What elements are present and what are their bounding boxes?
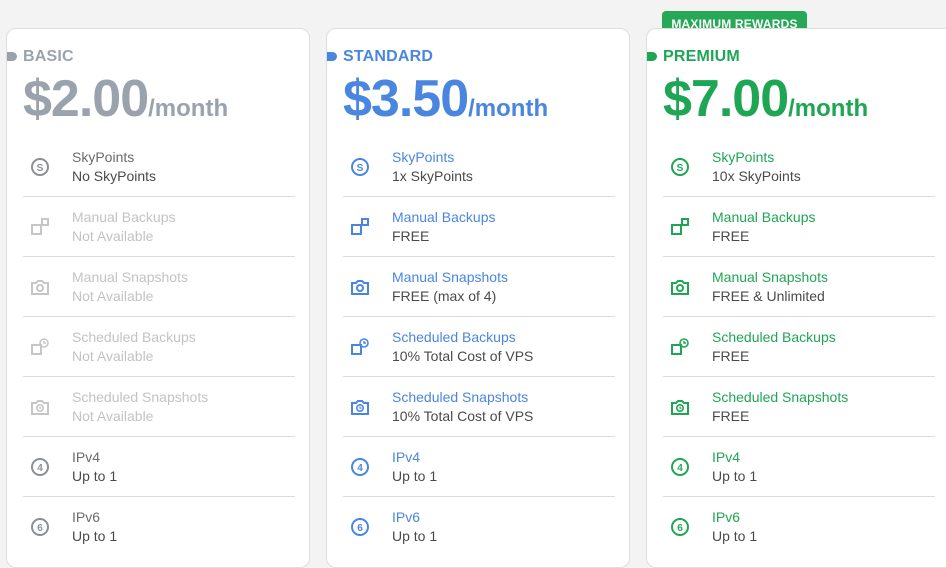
ipv6-icon: 6 — [29, 516, 51, 538]
feature-scheduled-snapshots: Scheduled Snapshots Not Available — [23, 377, 295, 437]
feature-scheduled-snapshots: Scheduled Snapshots 10% Total Cost of VPS — [343, 377, 615, 437]
backup-icon — [29, 216, 51, 238]
plan-card-premium[interactable]: PREMIUM $7.00/month S SkyPoints 10x SkyPoi… — [646, 28, 946, 568]
skypoints-icon: S — [29, 156, 51, 178]
feature-list: S SkyPoints 10x SkyPoints Manual Backups FR… — [663, 137, 935, 557]
feature-manual-snapshots: Manual Snapshots FREE & Unlimited — [663, 257, 935, 317]
ipv6-icon: 6 — [349, 516, 371, 538]
svg-text:4: 4 — [677, 463, 683, 474]
feature-manual-backups: Manual Backups Not Available — [23, 197, 295, 257]
feature-ipv6: 6 IPv6 Up to 1 — [663, 497, 935, 557]
feature-scheduled-backups: Scheduled Backups Not Available — [23, 317, 295, 377]
feature-manual-backups: Manual Backups FREE — [343, 197, 615, 257]
svg-text:S: S — [677, 163, 684, 174]
skypoints-icon: S — [349, 156, 371, 178]
feature-skypoints: S SkyPoints No SkyPoints — [23, 137, 295, 197]
backup-icon — [349, 216, 371, 238]
feature-manual-snapshots: Manual Snapshots Not Available — [23, 257, 295, 317]
svg-text:6: 6 — [677, 523, 683, 534]
feature-ipv4: 4 IPv4 Up to 1 — [663, 437, 935, 497]
svg-text:6: 6 — [37, 523, 43, 534]
feature-ipv6: 6 IPv6 Up to 1 — [23, 497, 295, 557]
feature-manual-snapshots: Manual Snapshots FREE (max of 4) — [343, 257, 615, 317]
svg-text:S: S — [357, 163, 364, 174]
svg-text:6: 6 — [357, 523, 363, 534]
feature-scheduled-backups: Scheduled Backups 10% Total Cost of VPS — [343, 317, 615, 377]
feature-skypoints: S SkyPoints 10x SkyPoints — [663, 137, 935, 197]
plan-price: $2.00/month — [23, 70, 229, 128]
feature-scheduled-snapshots: Scheduled Snapshots FREE — [663, 377, 935, 437]
plan-card-basic[interactable]: BASIC $2.00/month S SkyPoints No SkyPoints… — [6, 28, 310, 568]
skypoints-icon: S — [669, 156, 691, 178]
ipv6-icon: 6 — [669, 516, 691, 538]
camera-icon — [669, 276, 691, 298]
scheduled-snapshot-icon — [29, 396, 51, 418]
svg-text:4: 4 — [357, 463, 363, 474]
svg-text:S: S — [37, 163, 44, 174]
backup-icon — [669, 216, 691, 238]
plan-card-standard[interactable]: STANDARD $3.50/month S SkyPoints 1x SkyPoi… — [326, 28, 630, 568]
plan-tier: STANDARD — [327, 48, 433, 66]
scheduled-snapshot-icon — [349, 396, 371, 418]
scheduled-backup-icon — [29, 336, 51, 358]
feature-ipv6: 6 IPv6 Up to 1 — [343, 497, 615, 557]
ipv4-icon: 4 — [669, 456, 691, 478]
camera-icon — [349, 276, 371, 298]
feature-manual-backups: Manual Backups FREE — [663, 197, 935, 257]
feature-ipv4: 4 IPv4 Up to 1 — [343, 437, 615, 497]
svg-text:4: 4 — [37, 463, 43, 474]
tier-marker-icon — [327, 52, 337, 61]
scheduled-backup-icon — [669, 336, 691, 358]
tier-marker-icon — [647, 52, 657, 61]
plan-tier: PREMIUM — [647, 48, 740, 66]
plan-price: $3.50/month — [343, 70, 549, 128]
feature-scheduled-backups: Scheduled Backups FREE — [663, 317, 935, 377]
feature-list: S SkyPoints 1x SkyPoints Manual Backups FRE… — [343, 137, 615, 557]
feature-skypoints: S SkyPoints 1x SkyPoints — [343, 137, 615, 197]
tier-marker-icon — [7, 52, 17, 61]
plan-price: $7.00/month — [663, 70, 869, 128]
ipv4-icon: 4 — [29, 456, 51, 478]
scheduled-snapshot-icon — [669, 396, 691, 418]
scheduled-backup-icon — [349, 336, 371, 358]
ipv4-icon: 4 — [349, 456, 371, 478]
feature-ipv4: 4 IPv4 Up to 1 — [23, 437, 295, 497]
feature-list: S SkyPoints No SkyPoints Manual Backups Not… — [23, 137, 295, 557]
plan-tier: BASIC — [7, 48, 74, 66]
camera-icon — [29, 276, 51, 298]
